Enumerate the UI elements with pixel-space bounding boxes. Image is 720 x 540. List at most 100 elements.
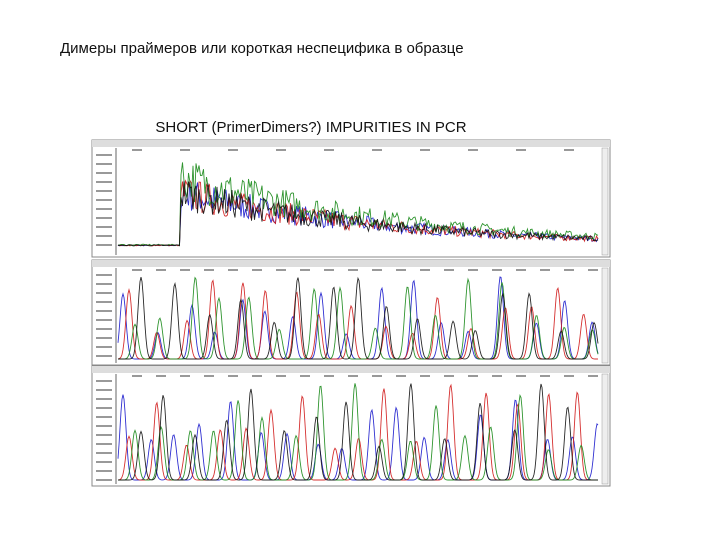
ruler-text: [348, 375, 358, 377]
axis-tick-text: [96, 283, 112, 285]
ruler-text: [444, 375, 454, 377]
ruler-text: [348, 269, 358, 271]
ruler-text: [228, 269, 238, 271]
ruler-text: [372, 149, 382, 151]
axis-tick-text: [96, 292, 112, 294]
ruler-text: [252, 269, 262, 271]
ruler-text: [468, 375, 478, 377]
panel-frame: [91, 259, 611, 366]
axis-tick-text: [96, 226, 112, 228]
ruler-text: [396, 375, 406, 377]
trace: [117, 180, 599, 247]
ruler-text: [276, 375, 286, 377]
axis-tick-text: [96, 346, 112, 348]
axis-tick-text: [96, 355, 112, 357]
axis-tick-text: [96, 328, 112, 330]
ruler-text: [564, 149, 574, 151]
chromatogram-panels: [91, 139, 611, 487]
ruler-text: [132, 269, 142, 271]
ruler-text: [492, 375, 502, 377]
trace: [118, 383, 598, 481]
axis-tick-text: [96, 154, 112, 156]
panel-header: [92, 366, 610, 373]
panel-header: [92, 140, 610, 147]
axis-tick-text: [96, 319, 112, 321]
slide-title: Димеры праймеров или короткая неспецифик…: [60, 40, 464, 57]
ruler-text: [420, 375, 430, 377]
ruler-text: [300, 269, 310, 271]
axis-tick-text: [96, 407, 112, 409]
panel-frame: [91, 365, 611, 487]
ruler-text: [132, 149, 142, 151]
axis-tick-text: [96, 452, 112, 454]
ruler-text: [324, 375, 334, 377]
ruler-text: [492, 269, 502, 271]
ruler-text: [372, 269, 382, 271]
ruler-text: [420, 269, 430, 271]
ruler-text: [516, 149, 526, 151]
trace: [118, 276, 599, 360]
ruler-text: [540, 269, 550, 271]
ruler-text: [588, 375, 598, 377]
ruler-text: [204, 269, 214, 271]
ruler-text: [324, 269, 334, 271]
ruler-text: [180, 375, 190, 377]
ruler-text: [228, 375, 238, 377]
axis-tick-text: [96, 310, 112, 312]
ruler-text: [564, 375, 574, 377]
axis-tick-text: [96, 301, 112, 303]
axis-tick-text: [96, 190, 112, 192]
axis-tick-text: [96, 398, 112, 400]
axis-tick-text: [96, 181, 112, 183]
axis-tick-text: [96, 208, 112, 210]
ruler-text: [276, 269, 286, 271]
ruler-text: [372, 375, 382, 377]
axis-tick-text: [96, 479, 112, 481]
axis-tick-text: [96, 235, 112, 237]
panel-header: [92, 260, 610, 267]
ruler-text: [300, 375, 310, 377]
axis-tick-text: [96, 380, 112, 382]
scrollbar: [601, 147, 609, 256]
axis-tick-text: [96, 244, 112, 246]
axis-tick-text: [96, 461, 112, 463]
axis-tick-text: [96, 199, 112, 201]
ruler-text: [564, 269, 574, 271]
ruler-text: [276, 149, 286, 151]
ruler-text: [156, 375, 166, 377]
axis-tick-text: [96, 163, 112, 165]
axis-tick-text: [96, 443, 112, 445]
ruler-text: [180, 149, 190, 151]
ruler-text: [324, 149, 334, 151]
scrollbar: [601, 267, 609, 364]
axis-tick-text: [96, 337, 112, 339]
axis-tick-text: [96, 425, 112, 427]
axis-tick-text: [96, 434, 112, 436]
axis-tick-text: [96, 217, 112, 219]
ruler-text: [444, 269, 454, 271]
ruler-text: [540, 375, 550, 377]
axis-tick-text: [96, 416, 112, 418]
axis-tick-text: [96, 274, 112, 276]
ruler-text: [204, 375, 214, 377]
trace: [118, 383, 598, 481]
scrollbar: [601, 373, 609, 485]
ruler-text: [396, 269, 406, 271]
axis-tick-text: [96, 470, 112, 472]
axis-tick-text: [96, 172, 112, 174]
ruler-text: [516, 375, 526, 377]
ruler-text: [516, 269, 526, 271]
ruler-text: [228, 149, 238, 151]
ruler-text: [156, 269, 166, 271]
ruler-text: [420, 149, 430, 151]
ruler-text: [468, 269, 478, 271]
panel-frame: [91, 139, 611, 258]
axis-tick-text: [96, 389, 112, 391]
ruler-text: [252, 375, 262, 377]
ruler-text: [180, 269, 190, 271]
ruler-text: [588, 269, 598, 271]
figure-title: SHORT (PrimerDimers?) IMPURITIES IN PCR: [155, 119, 466, 136]
ruler-text: [132, 375, 142, 377]
